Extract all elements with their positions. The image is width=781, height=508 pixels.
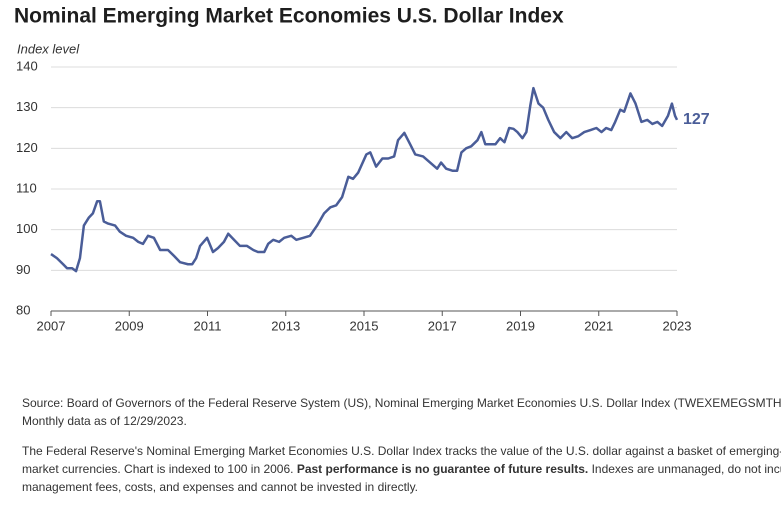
y-tick-label: 90 bbox=[16, 262, 30, 277]
y-tick-label: 130 bbox=[16, 99, 38, 114]
x-tick-label: 2015 bbox=[350, 318, 379, 333]
x-tick-label: 2007 bbox=[37, 318, 66, 333]
x-tick-label: 2023 bbox=[663, 318, 692, 333]
note: Indexes are unmanaged, do not incur mana… bbox=[22, 462, 781, 494]
description: The Federal Reserve's Nominal Emerging M… bbox=[22, 442, 781, 496]
chart-title: Nominal Emerging Market Economies U.S. D… bbox=[14, 5, 564, 28]
disclaimer: Past performance is no guarantee of futu… bbox=[296, 462, 589, 476]
source-note: Source: Board of Governors of the Federa… bbox=[22, 396, 781, 428]
y-tick-label: 100 bbox=[16, 221, 38, 236]
y-tick-label: 80 bbox=[16, 302, 30, 317]
description-text: The Federal Reserve's Nominal Emerging M… bbox=[22, 444, 781, 476]
x-tick-label: 2021 bbox=[584, 318, 613, 333]
index-line bbox=[50, 86, 679, 273]
end-value-label: 127 bbox=[683, 111, 710, 128]
x-tick-label: 2009 bbox=[115, 318, 144, 333]
y-tick-label: 120 bbox=[16, 140, 38, 155]
x-tick-label: 2017 bbox=[428, 318, 457, 333]
y-axis-label: Index level bbox=[17, 41, 80, 56]
y-tick-label: 140 bbox=[16, 58, 38, 73]
x-tick-label: 2013 bbox=[271, 318, 300, 333]
x-tick-label: 2019 bbox=[506, 318, 535, 333]
x-tick-label: 2011 bbox=[194, 318, 222, 333]
y-tick-label: 110 bbox=[16, 180, 37, 195]
footer: Source: Board of Governors of the Federa… bbox=[22, 394, 781, 508]
chart: Nominal Emerging Market Economies U.S. D… bbox=[14, 5, 710, 334]
